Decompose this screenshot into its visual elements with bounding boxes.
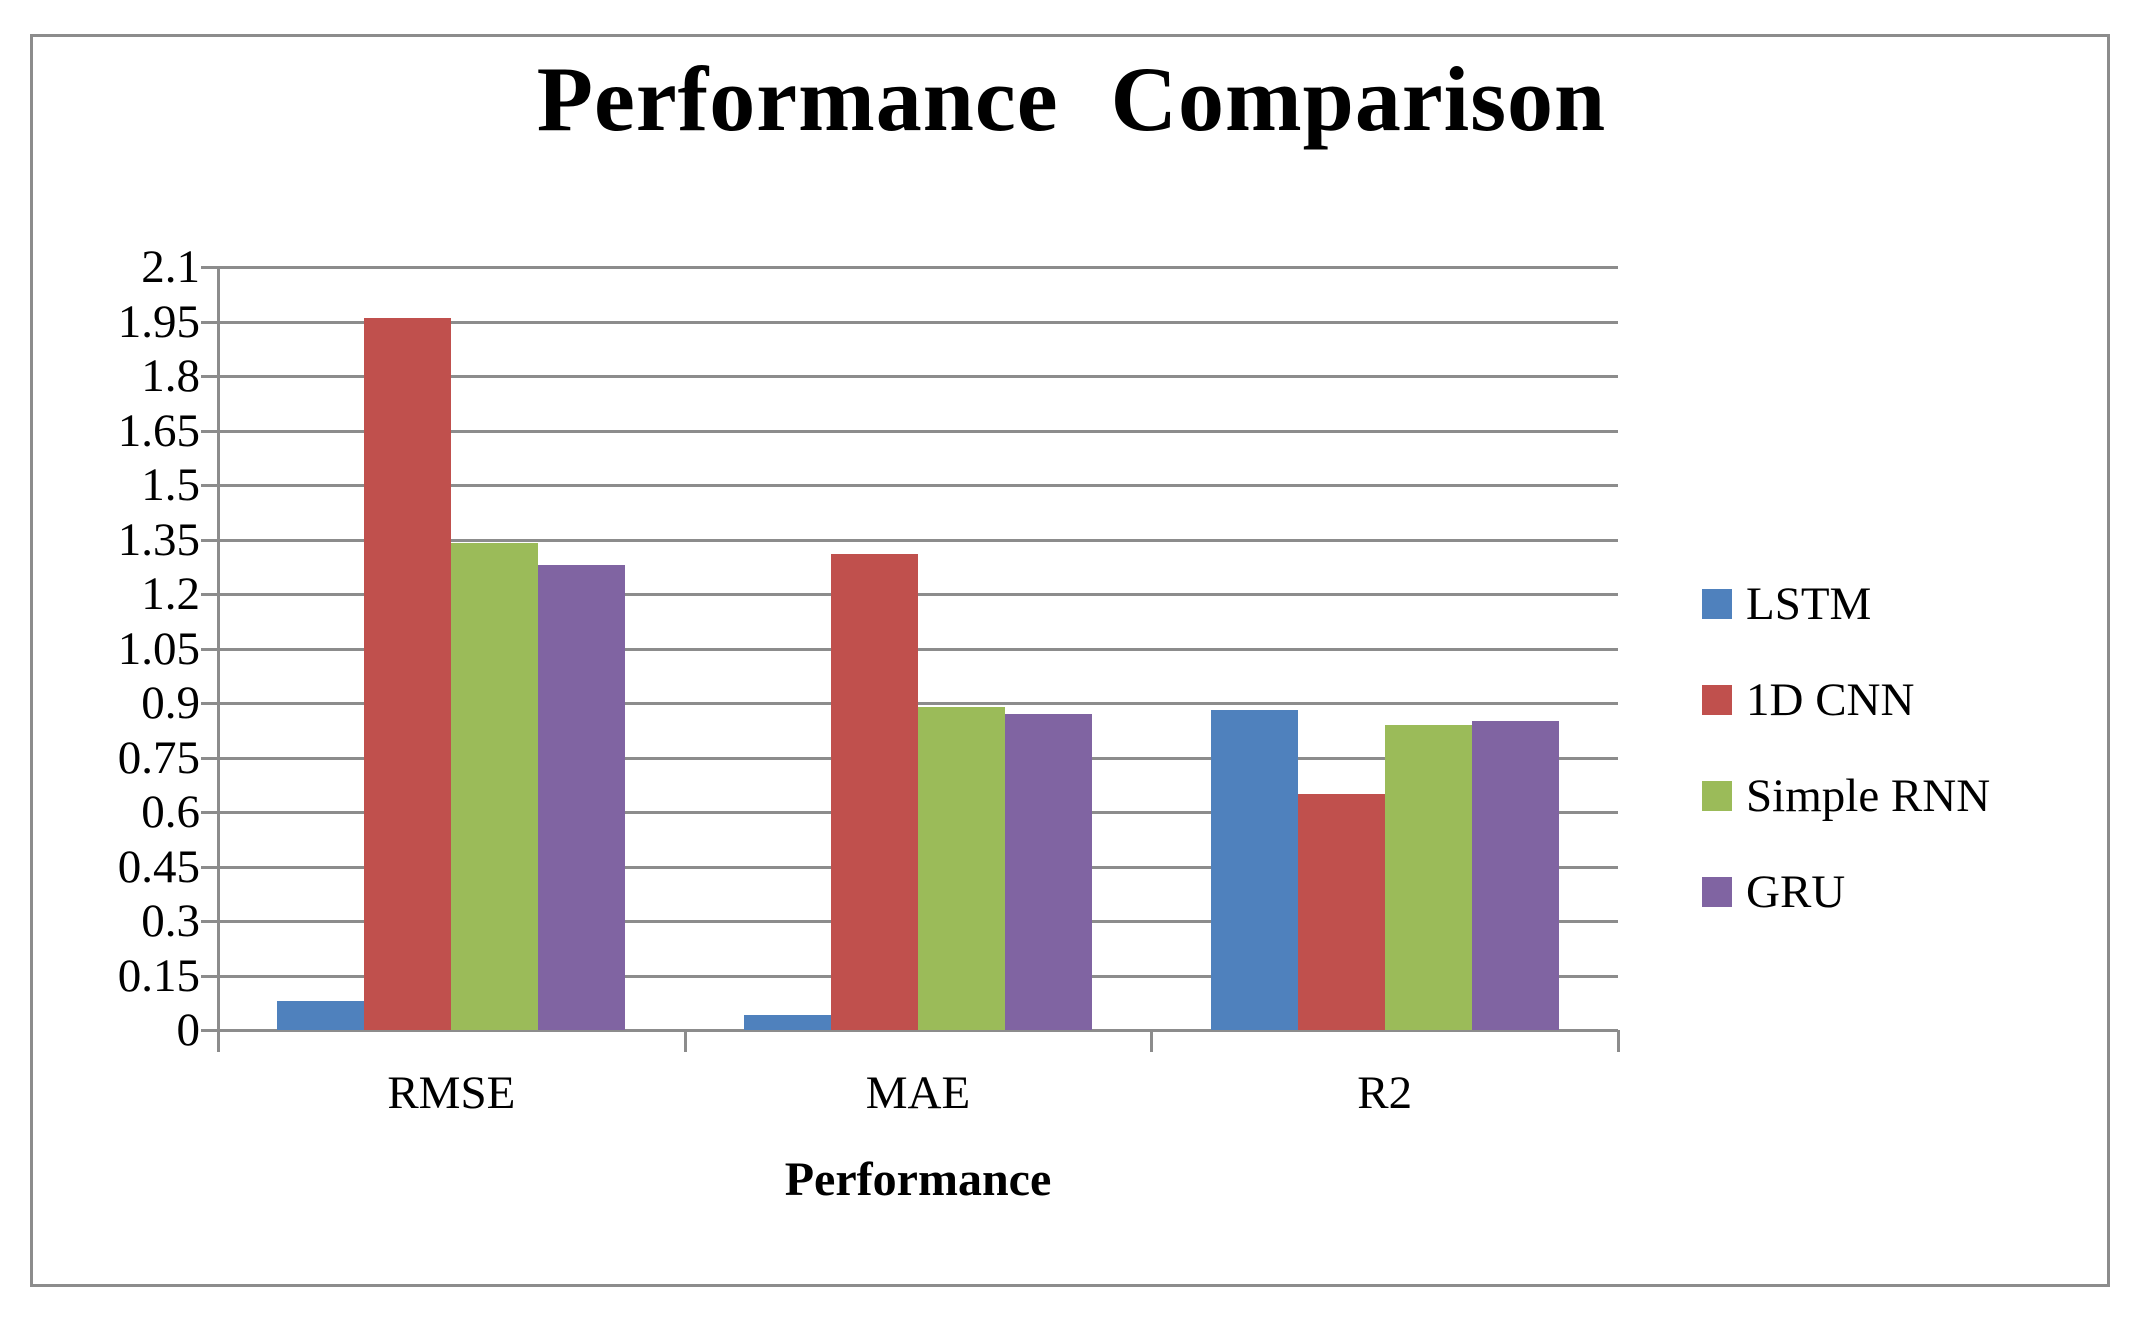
gridline: [218, 484, 1618, 487]
y-axis-label: 1.8: [141, 350, 200, 402]
y-axis-tick: [201, 429, 218, 433]
legend-label: Simple RNN: [1746, 770, 1991, 822]
y-axis-tick: [201, 375, 218, 378]
gridline: [218, 647, 1618, 651]
bar-r2-simple-rnn: [1385, 725, 1472, 1030]
y-axis-label: 1.65: [117, 404, 200, 457]
y-axis-line: [217, 267, 220, 1030]
legend-label: GRU: [1746, 866, 1846, 918]
y-axis-tick: [201, 702, 218, 705]
legend-item-lstm: LSTM: [1702, 578, 1990, 630]
bar-r2-lstm: [1211, 710, 1298, 1030]
legend-item-simple-rnn: Simple RNN: [1702, 770, 1990, 822]
y-axis-label: 0: [176, 1004, 201, 1056]
x-axis-label: R2: [1357, 1067, 1413, 1119]
x-axis-label: MAE: [865, 1067, 971, 1119]
bar-mae-gru: [1005, 714, 1092, 1030]
bar-rmse-lstm: [277, 1001, 364, 1030]
legend-label: LSTM: [1746, 578, 1872, 630]
bar-r2-gru: [1472, 721, 1559, 1030]
y-axis-label: 1.2: [141, 568, 200, 620]
y-axis-label: 0.75: [117, 731, 200, 784]
gridline: [218, 429, 1618, 433]
y-axis-label: 0.15: [117, 949, 200, 1002]
x-axis-line: [218, 1029, 1618, 1032]
legend-label: 1D CNN: [1746, 674, 1915, 726]
y-axis-tick: [201, 920, 218, 923]
y-axis-label: 2.1: [141, 241, 200, 293]
x-axis-tick: [683, 1030, 687, 1052]
gridline: [218, 593, 1618, 596]
y-axis-tick: [201, 538, 218, 542]
y-axis-label: 1.95: [117, 295, 200, 348]
bar-rmse-gru: [538, 565, 625, 1030]
y-axis-label: 0.6: [141, 786, 200, 838]
gridline: [218, 320, 1618, 324]
x-axis-title: Performance: [784, 1153, 1052, 1206]
legend-item-gru: GRU: [1702, 866, 1990, 918]
bar-rmse-simple-rnn: [451, 543, 538, 1030]
y-axis-tick: [201, 756, 218, 760]
y-axis-tick: [201, 865, 218, 869]
gridline: [218, 375, 1618, 378]
gridline: [218, 702, 1618, 705]
y-axis-tick: [201, 1029, 218, 1032]
gridline: [218, 538, 1618, 542]
y-axis-tick: [201, 811, 218, 814]
legend-marker-icon: [1702, 589, 1732, 619]
bar-mae-lstm: [744, 1015, 831, 1030]
y-axis-tick: [201, 974, 218, 978]
y-axis-tick: [201, 484, 218, 487]
y-axis-tick: [201, 266, 218, 269]
y-axis-label: 1.5: [141, 459, 200, 511]
legend-marker-icon: [1702, 877, 1732, 907]
legend-marker-icon: [1702, 781, 1732, 811]
y-axis-tick: [201, 320, 218, 324]
legend-item-1d-cnn: 1D CNN: [1702, 674, 1990, 726]
bar-mae-1d-cnn: [831, 554, 918, 1030]
y-axis-label: 0.9: [141, 677, 200, 729]
y-axis-tick: [201, 593, 218, 596]
chart-title: Performance Comparison: [536, 48, 1607, 150]
bar-r2-1d-cnn: [1298, 794, 1385, 1030]
bar-rmse-1d-cnn: [364, 318, 451, 1030]
x-axis-label: RMSE: [387, 1067, 516, 1119]
x-axis-tick: [1617, 1030, 1620, 1052]
x-axis-tick: [217, 1030, 220, 1052]
legend: LSTM 1D CNN Simple RNN GRU: [1702, 578, 1990, 972]
gridline: [218, 266, 1618, 269]
y-axis-label: 1.35: [117, 513, 200, 566]
bar-mae-simple-rnn: [918, 707, 1005, 1030]
y-axis-label: 0.45: [117, 840, 200, 893]
y-axis-label: 0.3: [141, 895, 200, 947]
legend-marker-icon: [1702, 685, 1732, 715]
y-axis-tick: [201, 647, 218, 651]
y-axis-label: 1.05: [117, 622, 200, 675]
x-axis-tick: [1150, 1030, 1154, 1052]
